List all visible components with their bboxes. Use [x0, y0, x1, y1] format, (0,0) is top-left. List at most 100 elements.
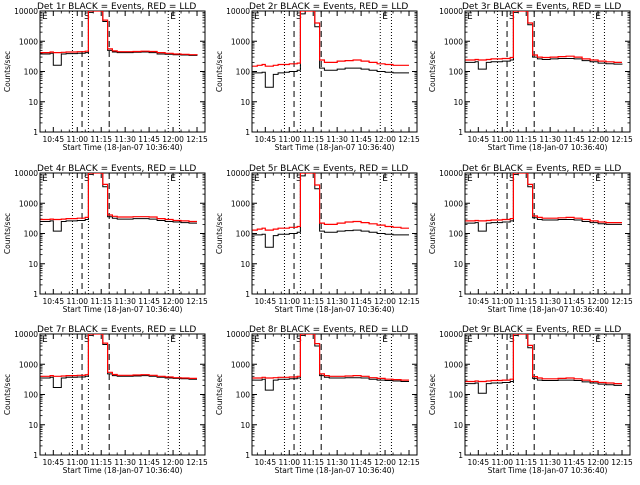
x-tick-label: 11:30	[539, 135, 561, 144]
x-axis-label: Start Time (18-Jan-07 10:36:40)	[488, 305, 608, 314]
x-tick-label: 12:00	[374, 297, 396, 306]
series-group	[252, 173, 409, 248]
plot-frame	[464, 172, 631, 295]
y-tick-label: 100	[449, 230, 464, 239]
lld-series-line	[252, 334, 409, 381]
y-tick-label: 1	[458, 290, 463, 299]
plot-frame	[39, 333, 206, 456]
y-tick-label: 1	[245, 451, 250, 460]
y-axis-label: Counts/sec	[3, 374, 12, 415]
start-marker-label: S	[509, 12, 515, 22]
x-tick-label: 11:45	[563, 135, 585, 144]
start-marker-label: S	[84, 174, 90, 184]
y-tick-label: 1	[33, 290, 38, 299]
x-tick-label: 10:45	[467, 297, 489, 306]
panel-title: Det 6r BLACK = Events, RED = LLD	[462, 164, 621, 174]
end-marker-label: E	[254, 12, 260, 22]
panel-title: Det 7r BLACK = Events, RED = LLD	[37, 325, 196, 335]
y-tick-label: 100	[24, 391, 39, 400]
y-tick-label: 10	[240, 98, 250, 107]
end-marker-label: E	[382, 335, 388, 345]
x-tick-label: 11:00	[491, 135, 513, 144]
x-tick-label: 12:00	[587, 458, 609, 467]
lld-series-line	[252, 173, 409, 231]
panel-6: Det 6r BLACK = Events, RED = LLD 1 10 100 10…	[428, 164, 633, 314]
x-tick-label: 12:00	[374, 458, 396, 467]
x-tick-label: 12:00	[374, 135, 396, 144]
y-axis-label: Counts/sec	[3, 213, 12, 254]
x-tick-label: 12:00	[162, 135, 184, 144]
y-tick-label: 10000	[226, 169, 250, 178]
events-series-line	[252, 11, 409, 88]
plot-frame	[251, 333, 418, 456]
start-marker-label: S	[296, 335, 302, 345]
panel-9: Det 9r BLACK = Events, RED = LLD 1 10 100 10…	[428, 325, 633, 475]
y-tick-label: 100	[236, 391, 251, 400]
y-axis-label: Counts/sec	[3, 51, 12, 92]
x-tick-label: 12:15	[186, 297, 208, 306]
events-series-line	[252, 173, 409, 248]
plot-frame	[39, 172, 206, 295]
y-tick-label: 100	[449, 391, 464, 400]
y-tick-label: 10	[453, 260, 463, 269]
x-tick-label: 12:00	[587, 297, 609, 306]
lld-series-line	[465, 173, 622, 224]
y-axis-label: Counts/sec	[428, 374, 437, 415]
x-tick-label: 11:45	[350, 297, 372, 306]
x-tick-label: 11:15	[515, 458, 537, 467]
x-tick-label: 12:00	[162, 458, 184, 467]
y-tick-label: 1	[245, 290, 250, 299]
end-marker-label: E	[254, 335, 260, 345]
end-marker-label: E	[170, 335, 176, 345]
x-tick-label: 11:30	[539, 297, 561, 306]
x-tick-label: 11:45	[138, 458, 160, 467]
x-tick-label: 10:45	[42, 458, 64, 467]
x-tick-label: 12:15	[186, 458, 208, 467]
panel-title: Det 9r BLACK = Events, RED = LLD	[462, 325, 621, 335]
x-tick-label: 11:00	[278, 297, 300, 306]
end-marker-label: E	[42, 174, 48, 184]
x-tick-label: 11:15	[302, 297, 324, 306]
start-marker-label: S	[84, 12, 90, 22]
y-axis-label: Counts/sec	[428, 51, 437, 92]
lld-series-line	[40, 334, 197, 379]
series-group	[40, 173, 197, 232]
x-tick-label: 10:45	[254, 297, 276, 306]
y-tick-label: 1000	[444, 37, 463, 46]
x-axis-label: Start Time (18-Jan-07 10:36:40)	[63, 143, 183, 152]
x-tick-label: 11:45	[138, 297, 160, 306]
x-axis-label: Start Time (18-Jan-07 10:36:40)	[488, 466, 608, 475]
y-tick-label: 10000	[226, 330, 250, 339]
x-tick-label: 10:45	[42, 297, 64, 306]
x-tick-label: 12:15	[611, 297, 633, 306]
lld-series-line	[40, 11, 198, 56]
x-tick-label: 11:45	[138, 135, 160, 144]
panel-title: Det 4r BLACK = Events, RED = LLD	[37, 164, 196, 174]
x-tick-label: 11:15	[302, 458, 324, 467]
x-tick-label: 10:45	[467, 135, 489, 144]
start-marker-label: S	[296, 174, 302, 184]
end-marker-label: E	[382, 174, 388, 184]
x-tick-label: 12:15	[611, 458, 633, 467]
end-marker-label: E	[42, 12, 48, 22]
x-tick-label: 11:15	[302, 135, 324, 144]
panel-title: Det 2r BLACK = Events, RED = LLD	[249, 2, 408, 12]
y-tick-label: 10	[28, 98, 38, 107]
x-axis-label: Start Time (18-Jan-07 10:36:40)	[63, 305, 183, 314]
x-tick-label: 11:45	[350, 458, 372, 467]
x-tick-label: 10:45	[254, 135, 276, 144]
y-tick-label: 10000	[14, 169, 38, 178]
y-tick-label: 10000	[439, 169, 463, 178]
start-marker-label: S	[296, 12, 302, 22]
plot-frame	[251, 172, 418, 295]
series-group	[465, 334, 622, 394]
plot-frame	[464, 333, 631, 456]
end-marker-label: E	[595, 12, 601, 22]
x-axis-label: Start Time (18-Jan-07 10:36:40)	[275, 143, 395, 152]
x-axis-label: Start Time (18-Jan-07 10:36:40)	[63, 466, 183, 475]
panel-title: Det 3r BLACK = Events, RED = LLD	[462, 2, 621, 12]
lld-series-line	[465, 11, 622, 63]
panel-title: Det 8r BLACK = Events, RED = LLD	[249, 325, 408, 335]
start-marker-label: S	[509, 174, 515, 184]
